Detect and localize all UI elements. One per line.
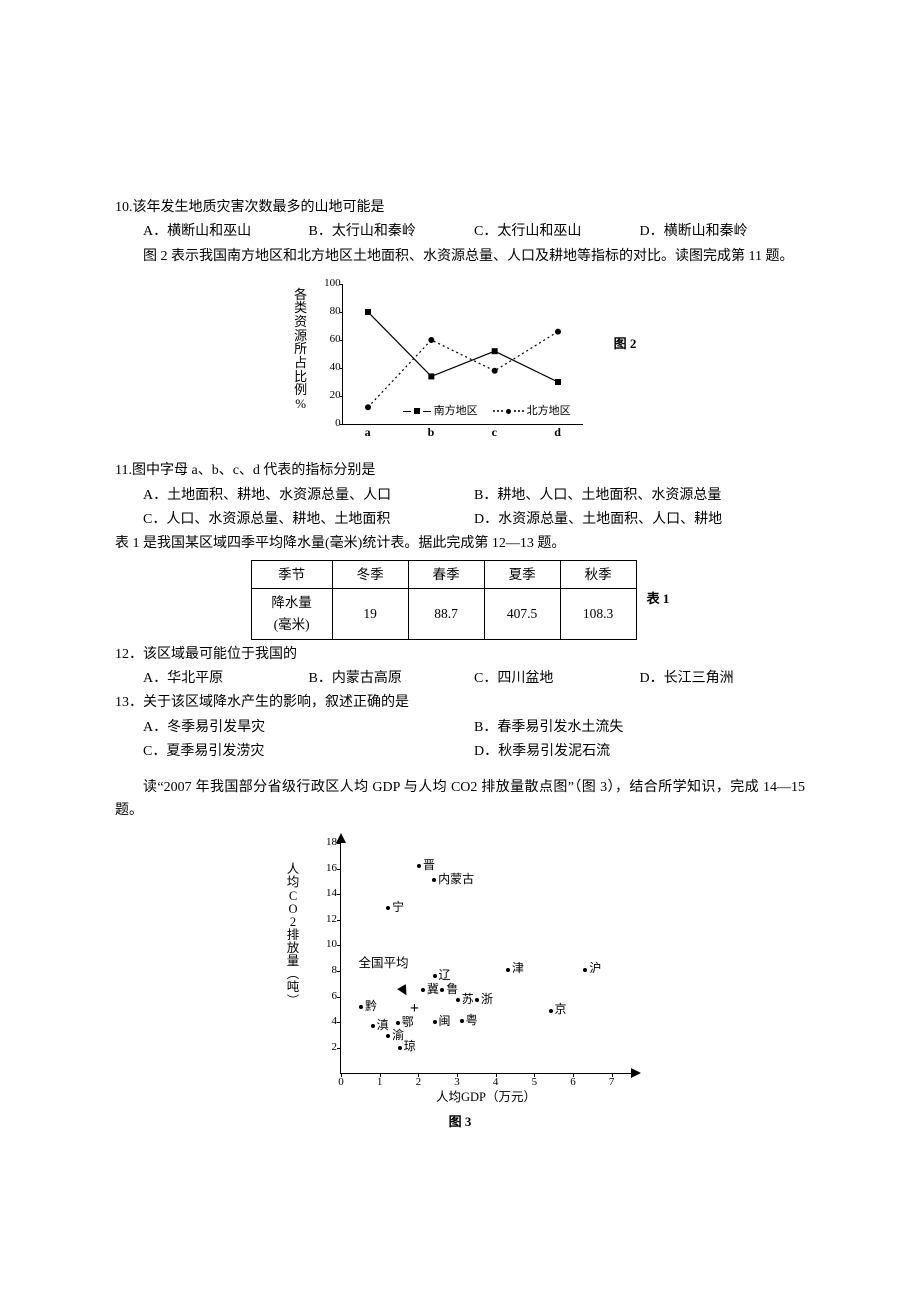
table1-rowlabel-1: (毫米) xyxy=(274,617,310,632)
fig3-caption: 图 3 xyxy=(449,1112,472,1133)
table1-v2: 407.5 xyxy=(484,589,560,639)
scatter-point: 沪 xyxy=(583,962,601,974)
fig3-arrow-y-icon xyxy=(336,833,346,843)
table1-table: 季节 冬季 春季 夏季 秋季 降水量 (毫米) 19 88.7 407.5 10… xyxy=(251,560,637,640)
scatter-point: 冀 xyxy=(421,983,439,995)
scatter-point: 晋 xyxy=(417,859,435,871)
table1-v0: 19 xyxy=(332,589,408,639)
fig2-caption: 图 2 xyxy=(614,334,637,395)
q10-C: C．太行山和巫山 xyxy=(474,221,640,243)
table1-h2: 春季 xyxy=(408,560,484,589)
scatter-point: 粤 xyxy=(460,1014,478,1026)
fig2-plot: 南方地区 北方地区 020406080100abcd xyxy=(342,284,583,425)
scatter-point: 辽 xyxy=(433,969,451,981)
fig3-plot: 人均CO2排放量︵吨︶ 人均GDP（万元） 246810121416180123… xyxy=(340,843,631,1074)
fig3-xlabel: 人均GDP（万元） xyxy=(436,1087,536,1107)
scatter-point: 津 xyxy=(506,962,524,974)
q13-B: B．春季易引发水土流失 xyxy=(474,717,805,739)
table1-h0: 季节 xyxy=(251,560,332,589)
q12-D: D．长江三角洲 xyxy=(640,668,806,690)
table1-rowlabel-0: 降水量 xyxy=(271,595,312,610)
avg-arrow-icon xyxy=(397,985,411,999)
table1-intro: 表 1 是我国某区域四季平均降水量(毫米)统计表。据此完成第 12—13 题。 xyxy=(115,533,805,555)
q12-B: B．内蒙古高原 xyxy=(309,668,475,690)
table1-v3: 108.3 xyxy=(560,589,636,639)
table1-v1: 88.7 xyxy=(408,589,484,639)
q10-A: A．横断山和巫山 xyxy=(143,221,309,243)
q10-stem: 10.该年发生地质灾害次数最多的山地可能是 xyxy=(115,197,805,219)
fig3-arrow-x-icon xyxy=(631,1068,641,1078)
exam-page: 10.该年发生地质灾害次数最多的山地可能是 A．横断山和巫山 B．太行山和秦岭 … xyxy=(0,0,920,1193)
q11-B: B．耕地、人口、土地面积、水资源总量 xyxy=(474,485,805,507)
avg-cross-icon: + xyxy=(410,997,419,1023)
table1-caption: 表 1 xyxy=(647,589,670,610)
fig3-intro: 读“2007 年我国部分省级行政区人均 GDP 与人均 CO2 排放量散点图”（… xyxy=(115,777,805,822)
q10-D: D．横断山和秦岭 xyxy=(640,221,806,243)
scatter-point: 琼 xyxy=(398,1040,416,1052)
scatter-point: 宁 xyxy=(386,901,404,913)
q11-row1: A．土地面积、耕地、水资源总量、人口 B．耕地、人口、土地面积、水资源总量 xyxy=(143,485,805,507)
table1-h3: 夏季 xyxy=(484,560,560,589)
q13-stem: 13．关于该区域降水产生的影响，叙述正确的是 xyxy=(115,692,805,714)
scatter-point: 黔 xyxy=(359,1000,377,1012)
fig2-legend-north-label: 北方地区 xyxy=(527,403,571,421)
q11-D: D．水资源总量、土地面积、人口、耕地 xyxy=(474,509,805,531)
fig2-legend-south: 南方地区 xyxy=(403,403,478,421)
q12-C: C．四川盆地 xyxy=(474,668,640,690)
fig2-ylabel: 各类资源所占比例% xyxy=(284,288,318,441)
q13-D: D．秋季易引发泥石流 xyxy=(474,741,805,763)
scatter-point: 闽 xyxy=(433,1015,451,1027)
table1-data-row: 降水量 (毫米) 19 88.7 407.5 108.3 xyxy=(251,589,636,639)
q12-options: A．华北平原 B．内蒙古高原 C．四川盆地 D．长江三角洲 xyxy=(143,668,805,690)
q11-stem: 11.图中字母 a、b、c、d 代表的指标分别是 xyxy=(115,460,805,482)
q13-C: C．夏季易引发涝灾 xyxy=(143,741,474,763)
fig2-legend-south-label: 南方地区 xyxy=(434,403,478,421)
fig2-chart: 南方地区 北方地区 020406080100abcd xyxy=(312,274,602,454)
scatter-point: 浙 xyxy=(475,993,493,1005)
scatter-point: 渝 xyxy=(386,1029,404,1041)
q11-row2: C．人口、水资源总量、耕地、土地面积 D．水资源总量、土地面积、人口、耕地 xyxy=(143,509,805,531)
scatter-point: 苏 xyxy=(456,993,474,1005)
q12-stem: 12．该区域最可能位于我国的 xyxy=(115,644,805,666)
table1-h1: 冬季 xyxy=(332,560,408,589)
q13-row1: A．冬季易引发旱灾 B．春季易引发水土流失 xyxy=(143,717,805,739)
table1-rowlabel: 降水量 (毫米) xyxy=(251,589,332,639)
q13-A: A．冬季易引发旱灾 xyxy=(143,717,474,739)
q11-C: C．人口、水资源总量、耕地、土地面积 xyxy=(143,509,474,531)
table1-header-row: 季节 冬季 春季 夏季 秋季 xyxy=(251,560,636,589)
q12-A: A．华北平原 xyxy=(143,668,309,690)
figure-3: 人均CO2排放量︵吨︶ 人均GDP（万元） 246810121416180123… xyxy=(115,828,805,1133)
q11-A: A．土地面积、耕地、水资源总量、人口 xyxy=(143,485,474,507)
scatter-point: 内蒙古 xyxy=(432,873,474,885)
q13-row2: C．夏季易引发涝灾 D．秋季易引发泥石流 xyxy=(143,741,805,763)
fig3-area: 人均CO2排放量︵吨︶ 人均GDP（万元） 246810121416180123… xyxy=(270,828,650,1108)
fig2-legend-north: 北方地区 xyxy=(493,403,571,421)
table-1: 季节 冬季 春季 夏季 秋季 降水量 (毫米) 19 88.7 407.5 10… xyxy=(115,560,805,640)
table1-h4: 秋季 xyxy=(560,560,636,589)
figure-2: 各类资源所占比例% 南方地区 北方地区 020406080100abcd 图 2 xyxy=(115,274,805,454)
avg-label: 全国平均 xyxy=(359,957,409,970)
fig2-intro: 图 2 表示我国南方地区和北方地区土地面积、水资源总量、人口及耕地等指标的对比。… xyxy=(115,246,805,268)
q10-B: B．太行山和秦岭 xyxy=(309,221,475,243)
q10-options: A．横断山和巫山 B．太行山和秦岭 C．太行山和巫山 D．横断山和秦岭 xyxy=(143,221,805,243)
fig3-ylabel: 人均CO2排放量︵吨︶ xyxy=(285,863,301,1007)
scatter-point: 京 xyxy=(549,1003,567,1015)
